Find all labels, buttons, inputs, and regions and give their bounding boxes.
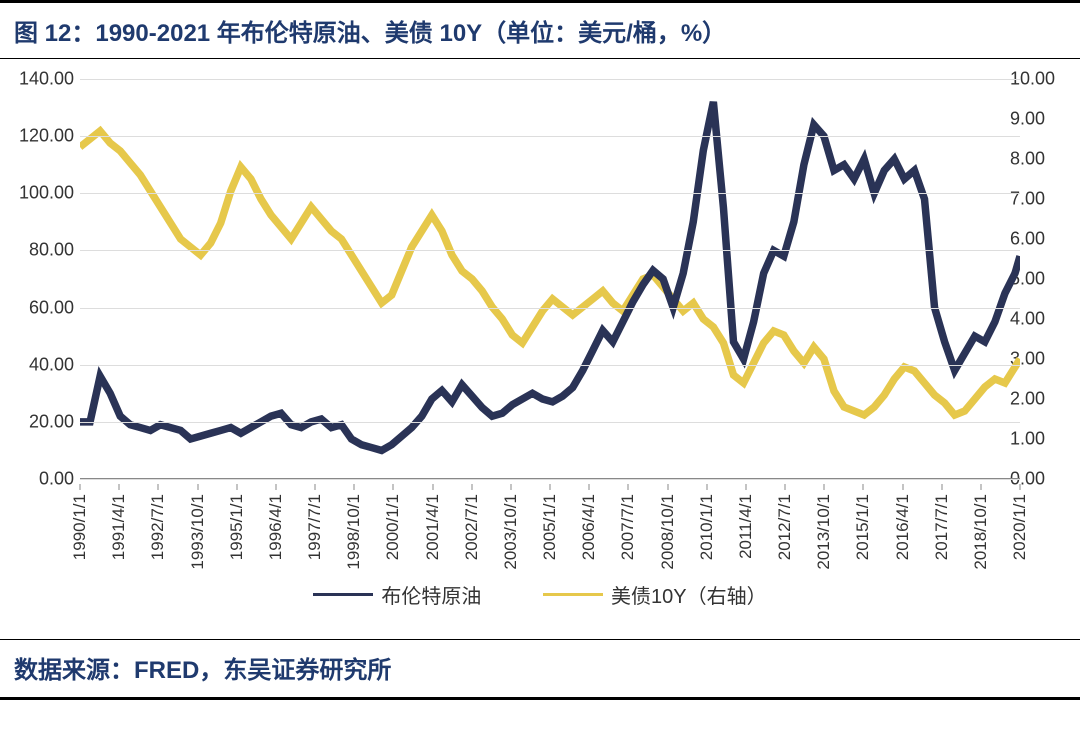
x-tick-label: 1997/7/1: [305, 494, 325, 560]
chart-container: 0.00 20.00 40.00 60.00 80.00 100.00 120.00 140.…: [0, 59, 1080, 639]
x-tick-label: 1998/10/1: [344, 494, 364, 570]
x-tick-mark: [236, 484, 237, 490]
gridline: [80, 308, 1020, 309]
x-tick-mark: [158, 484, 159, 490]
y-left-tick: 40.00: [4, 354, 74, 375]
legend: 布伦特原油 美债10Y（右轴）: [0, 579, 1080, 609]
x-tick-mark: [550, 484, 551, 490]
x-tick-label: 2016/4/1: [893, 494, 913, 560]
x-tick-mark: [706, 484, 707, 490]
x-tick-mark: [667, 484, 668, 490]
gridline: [80, 365, 1020, 366]
y-axis-right: 0.001.002.003.004.005.006.007.008.009.00…: [1010, 79, 1080, 479]
legend-item-brent: 布伦特原油: [313, 580, 481, 609]
legend-swatch: [543, 593, 603, 596]
x-tick-mark: [589, 484, 590, 490]
y-right-tick: 7.00: [1010, 189, 1080, 210]
legend-item-us10y: 美债10Y（右轴）: [543, 580, 767, 609]
x-tick-mark: [745, 484, 746, 490]
y-axis-left: 0.0020.0040.0060.0080.00100.00120.00140.…: [4, 79, 74, 479]
x-tick-mark: [785, 484, 786, 490]
x-tick-mark: [471, 484, 472, 490]
y-left-tick: 60.00: [4, 297, 74, 318]
x-tick-label: 1990/1/1: [70, 494, 90, 560]
y-right-tick: 0.00: [1010, 469, 1080, 490]
x-tick-mark: [432, 484, 433, 490]
x-tick-label: 1995/1/1: [227, 494, 247, 560]
x-tick-mark: [354, 484, 355, 490]
data-source: 数据来源：FRED，东吴证券研究所: [0, 639, 1080, 700]
x-tick-label: 2013/10/1: [814, 494, 834, 570]
x-tick-label: 2008/10/1: [658, 494, 678, 570]
x-tick-label: 2011/4/1: [736, 494, 756, 559]
x-tick-mark: [628, 484, 629, 490]
y-right-tick: 10.00: [1010, 69, 1080, 90]
x-tick-mark: [315, 484, 316, 490]
x-tick-label: 2015/1/1: [853, 494, 873, 560]
y-right-tick: 1.00: [1010, 429, 1080, 450]
y-left-tick: 100.00: [4, 183, 74, 204]
x-tick-label: 2020/1/1: [1010, 494, 1030, 560]
y-left-tick: 80.00: [4, 240, 74, 261]
gridline: [80, 422, 1020, 423]
x-tick-mark: [863, 484, 864, 490]
y-right-tick: 3.00: [1010, 349, 1080, 370]
x-tick-label: 1993/10/1: [188, 494, 208, 570]
x-tick-mark: [275, 484, 276, 490]
y-right-tick: 2.00: [1010, 389, 1080, 410]
x-tick-mark: [902, 484, 903, 490]
gridline: [80, 79, 1020, 80]
x-tick-label: 2005/1/1: [540, 494, 560, 560]
x-tick-label: 2017/7/1: [932, 494, 952, 560]
x-tick-label: 2000/1/1: [383, 494, 403, 560]
gridline: [80, 250, 1020, 251]
x-tick-mark: [941, 484, 942, 490]
x-tick-mark: [393, 484, 394, 490]
y-right-tick: 9.00: [1010, 109, 1080, 130]
x-tick-label: 2007/7/1: [618, 494, 638, 560]
x-tick-mark: [980, 484, 981, 490]
x-tick-label: 1992/7/1: [148, 494, 168, 560]
x-tick-mark: [1020, 484, 1021, 490]
gridline: [80, 193, 1020, 194]
y-left-tick: 140.00: [4, 69, 74, 90]
y-right-tick: 5.00: [1010, 269, 1080, 290]
x-tick-label: 2002/7/1: [462, 494, 482, 560]
gridline: [80, 136, 1020, 137]
gridline: [80, 479, 1020, 480]
x-tick-label: 2012/7/1: [775, 494, 795, 560]
y-right-tick: 8.00: [1010, 149, 1080, 170]
y-right-tick: 4.00: [1010, 309, 1080, 330]
x-tick-label: 2003/10/1: [501, 494, 521, 570]
x-tick-mark: [510, 484, 511, 490]
x-tick-label: 1996/4/1: [266, 494, 286, 560]
y-right-tick: 6.00: [1010, 229, 1080, 250]
x-tick-label: 2006/4/1: [579, 494, 599, 560]
y-left-tick: 120.00: [4, 126, 74, 147]
legend-swatch: [313, 593, 373, 596]
legend-label: 美债10Y（右轴）: [611, 580, 767, 609]
x-tick-label: 2018/10/1: [971, 494, 991, 570]
plot-area: [80, 79, 1020, 479]
x-tick-mark: [119, 484, 120, 490]
chart-title: 图 12：1990-2021 年布伦特原油、美债 10Y（单位：美元/桶，%）: [0, 0, 1080, 59]
x-tick-label: 1991/4/1: [109, 494, 129, 560]
legend-label: 布伦特原油: [381, 580, 481, 609]
x-tick-label: 2010/1/1: [697, 494, 717, 560]
x-tick-label: 2001/4/1: [423, 494, 443, 560]
x-tick-mark: [824, 484, 825, 490]
y-left-tick: 20.00: [4, 411, 74, 432]
y-left-tick: 0.00: [4, 469, 74, 490]
x-tick-mark: [197, 484, 198, 490]
x-tick-mark: [80, 484, 81, 490]
